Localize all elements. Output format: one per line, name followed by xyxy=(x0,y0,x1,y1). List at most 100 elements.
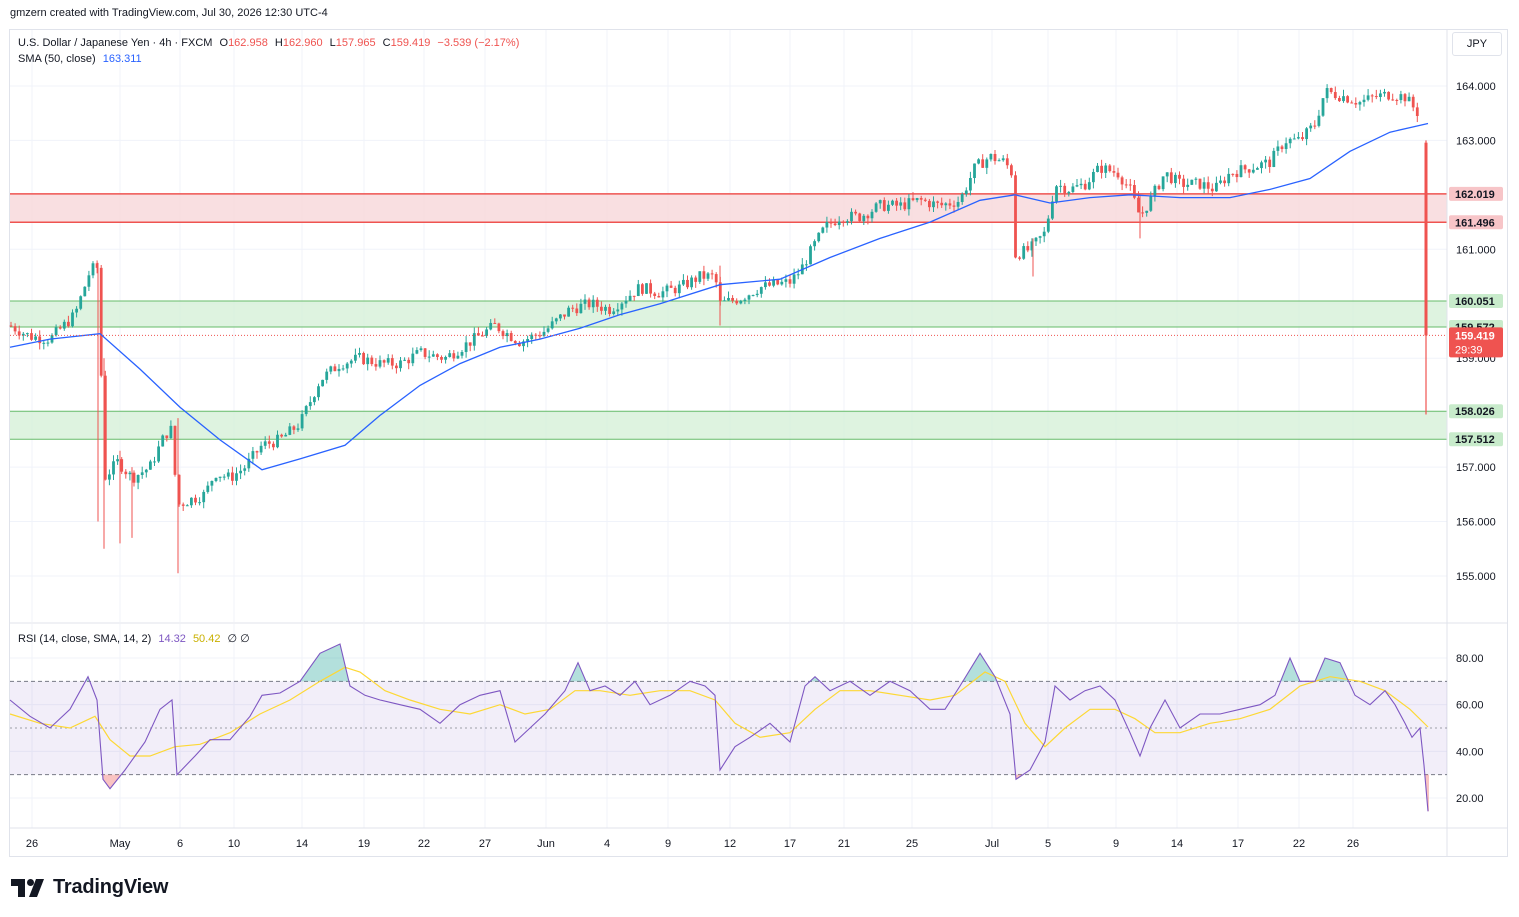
candle-body xyxy=(222,476,226,478)
candle-body xyxy=(1005,158,1009,166)
candle-body xyxy=(341,368,345,370)
candle-body xyxy=(300,414,304,429)
candle-body xyxy=(846,221,849,223)
candle-body-last xyxy=(1424,142,1428,336)
candle-body xyxy=(1399,94,1403,101)
tradingview-logo-text: TradingView xyxy=(53,876,169,898)
price-zones xyxy=(10,193,1447,440)
candle-body xyxy=(1038,236,1042,238)
currency-button[interactable]: JPY xyxy=(1452,32,1502,56)
candle-body xyxy=(948,203,952,206)
price-tick-label: 164.000 xyxy=(1456,81,1496,93)
candle-body xyxy=(706,273,710,279)
candle-body xyxy=(358,352,361,355)
price-tag xyxy=(1449,215,1503,230)
candle-body xyxy=(891,200,894,205)
candle-body xyxy=(9,325,13,327)
candle-body xyxy=(559,314,562,319)
candle-body xyxy=(71,312,74,327)
candle-body xyxy=(887,204,890,211)
candle-body xyxy=(841,221,845,223)
candle-body xyxy=(550,321,554,329)
candle-body xyxy=(817,232,821,242)
price-tag-label: 157.512 xyxy=(1455,434,1495,446)
candle-body xyxy=(981,159,985,168)
candle-body xyxy=(239,470,242,474)
candle-body xyxy=(95,263,99,268)
candle-body xyxy=(1403,94,1407,102)
candle-body xyxy=(136,475,140,483)
created-with-caption: gmzern created with TradingView.com, Jul… xyxy=(10,7,328,19)
candle-body xyxy=(1174,174,1177,184)
candle-body xyxy=(1055,186,1058,202)
candle-body xyxy=(1018,257,1021,259)
rsi-tick-label: 40.00 xyxy=(1456,746,1484,758)
candle-body xyxy=(378,360,382,367)
candle-body xyxy=(128,472,132,475)
candle-body xyxy=(854,211,857,214)
candle-body xyxy=(956,201,960,207)
candle-body xyxy=(1264,159,1267,163)
candle-body xyxy=(1108,165,1112,172)
candle-body xyxy=(1223,180,1226,184)
candle-body xyxy=(54,327,58,336)
rsi-pane xyxy=(9,643,1447,812)
candle-body xyxy=(247,458,251,469)
candle-body xyxy=(1338,98,1341,102)
candle-body xyxy=(579,303,583,314)
candle-body xyxy=(1231,173,1235,175)
zone-support xyxy=(10,411,1447,440)
candle-body xyxy=(809,246,812,265)
candle-body xyxy=(1059,185,1062,187)
candle-body xyxy=(153,461,156,463)
candle-body xyxy=(764,282,767,288)
candle-body xyxy=(583,299,587,304)
candle-body xyxy=(1272,150,1276,167)
candle-body xyxy=(1042,231,1046,237)
candle-body xyxy=(87,275,91,287)
candle-body xyxy=(13,326,17,332)
price-tag xyxy=(1449,404,1503,419)
candle-body xyxy=(1227,173,1231,184)
candle-body xyxy=(1149,195,1153,211)
candle-body xyxy=(1321,98,1325,116)
candle-body xyxy=(1280,146,1284,150)
candle-body xyxy=(1305,128,1308,140)
rsi-overbought-fill xyxy=(86,644,1349,683)
candle-body xyxy=(165,435,169,439)
rsi-band xyxy=(10,681,1447,775)
candle-body xyxy=(567,307,570,317)
time-tick-label: 17 xyxy=(1232,838,1244,850)
candle-body xyxy=(1342,96,1345,102)
candle-body xyxy=(1141,212,1144,214)
candle-body xyxy=(1137,197,1140,213)
price-tick-label: 163.000 xyxy=(1456,135,1496,147)
candle-body xyxy=(317,386,320,398)
candle-body xyxy=(575,308,579,314)
candle-body xyxy=(538,335,542,337)
candle-body xyxy=(411,353,415,364)
candle-body xyxy=(702,271,706,279)
tradingview-logo-icon xyxy=(11,878,44,897)
candle-body xyxy=(1034,237,1038,242)
candle-body xyxy=(1051,201,1054,219)
price-tag-label: 162.019 xyxy=(1455,189,1495,201)
candle-body xyxy=(1030,241,1034,251)
last-price-tag xyxy=(1449,327,1503,358)
rsi-ma-line xyxy=(9,666,1429,757)
candle-body xyxy=(214,477,218,481)
candle-body xyxy=(1333,92,1337,99)
candle-body xyxy=(636,284,640,297)
candle-body xyxy=(858,213,862,222)
candle-body xyxy=(837,221,841,226)
candle-body xyxy=(140,472,144,476)
candle-body xyxy=(460,352,464,356)
candle-body xyxy=(973,163,976,179)
candle-body xyxy=(419,348,423,351)
candle-body xyxy=(1309,125,1313,129)
candle-body xyxy=(337,368,341,372)
candle-body xyxy=(624,300,628,304)
candle-body xyxy=(747,295,751,300)
candle-body xyxy=(1239,165,1243,178)
